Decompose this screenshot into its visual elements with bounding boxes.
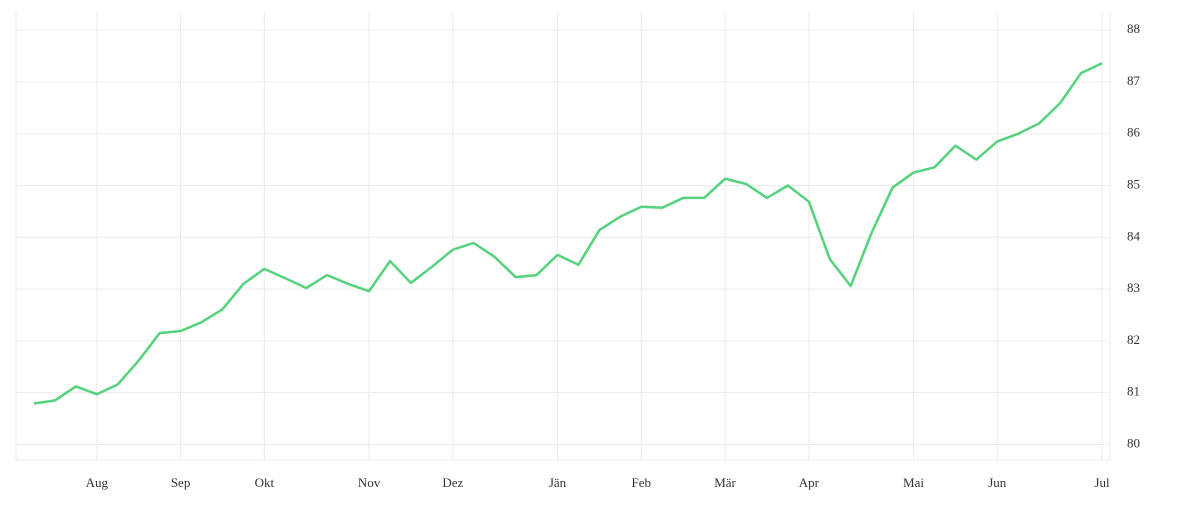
x-tick-label: Jun bbox=[988, 475, 1007, 490]
y-tick-label: 84 bbox=[1127, 228, 1141, 243]
x-tick-label: Aug bbox=[86, 475, 109, 490]
x-tick-label: Apr bbox=[799, 475, 820, 490]
x-tick-label: Sep bbox=[171, 475, 191, 490]
y-tick-label: 83 bbox=[1127, 280, 1140, 295]
x-tick-label: Nov bbox=[358, 475, 381, 490]
x-tick-label: Jän bbox=[549, 475, 567, 490]
y-tick-label: 87 bbox=[1127, 73, 1141, 88]
y-tick-label: 85 bbox=[1127, 176, 1140, 191]
y-tick-label: 81 bbox=[1127, 384, 1140, 399]
y-tick-label: 80 bbox=[1127, 435, 1140, 450]
x-tick-label: Dez bbox=[442, 475, 463, 490]
data-line bbox=[33, 62, 1103, 405]
x-tick-label: Mai bbox=[903, 475, 924, 490]
y-tick-label: 88 bbox=[1127, 21, 1140, 36]
x-tick-label: Jul bbox=[1094, 475, 1110, 490]
x-tick-label: Feb bbox=[632, 475, 652, 490]
y-tick-label: 82 bbox=[1127, 332, 1140, 347]
y-tick-label: 86 bbox=[1127, 125, 1141, 140]
x-tick-label: Okt bbox=[255, 475, 275, 490]
x-tick-label: Mär bbox=[714, 475, 736, 490]
